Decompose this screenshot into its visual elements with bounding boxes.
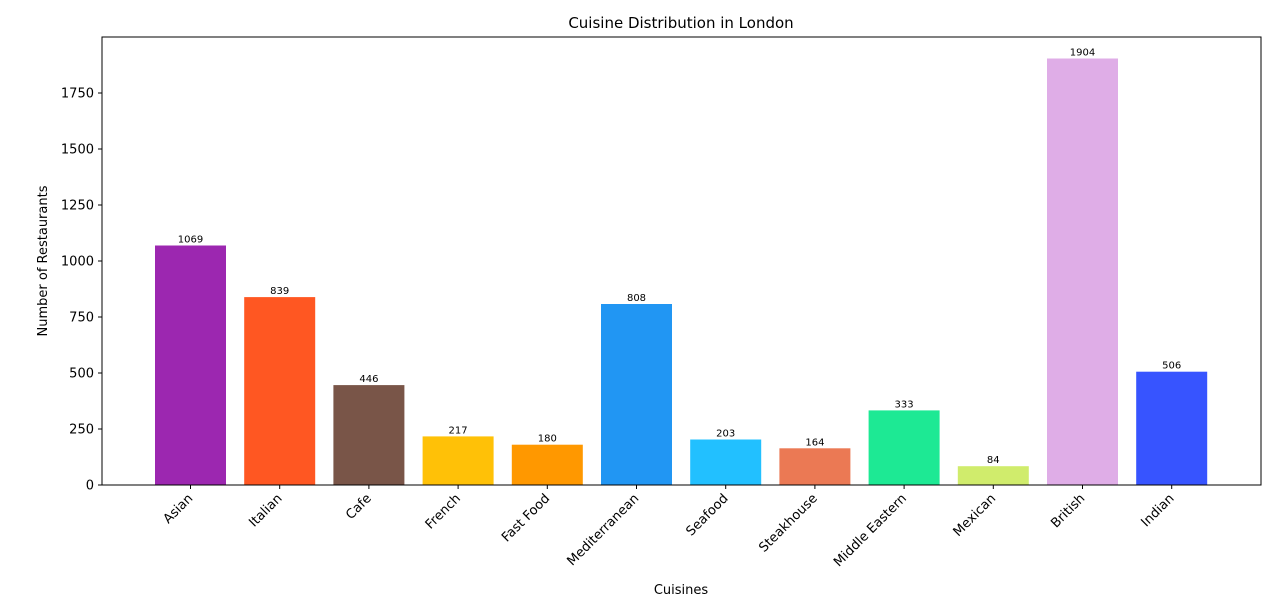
data-label: 180 [538,434,557,445]
y-tick-label: 1500 [61,143,94,158]
data-label: 203 [716,429,735,440]
y-tick-label: 250 [69,423,94,438]
bar-mexican [957,466,1029,485]
data-label: 1069 [178,235,203,246]
x-tick-label: British [1048,491,1088,531]
plot-area-frame [101,36,1262,486]
y-tick-label: 500 [69,367,94,382]
x-axis-label: Cuisines [654,583,709,598]
y-tick-label: 1250 [61,199,94,214]
data-label: 446 [359,374,378,385]
data-label: 808 [627,293,646,304]
data-label: 84 [987,455,1000,466]
bars-group: 1069 839 446 217 180 808 203 164 333 84 1904 506 [155,48,1208,485]
bar-steakhouse [779,448,851,485]
bar-seafood [690,439,762,485]
y-axis: 0 250 500 750 1000 1250 1500 1750 [61,87,102,494]
bar-indian [1136,371,1208,485]
x-tick-label: Asian [161,491,197,527]
x-tick-label: French [423,491,464,532]
x-tick-label: Mediterranean [565,491,643,569]
data-label: 217 [449,425,468,436]
x-tick-label: Cafe [343,491,375,523]
y-tick-label: 750 [69,311,94,326]
x-axis: Asian Italian Cafe French Fast Food Mediterra… [161,485,1178,570]
y-axis-label: Number of Restaurants [36,185,51,336]
bar-italian [244,297,316,485]
x-tick-label: Seafood [683,491,731,539]
data-label: 839 [270,286,289,297]
bar-mediterranean [601,304,672,485]
data-label: 164 [805,437,824,448]
chart-title: Cuisine Distribution in London [568,14,793,32]
data-label: 1904 [1070,48,1095,59]
bar-fast-food [511,444,583,485]
data-label: 506 [1162,361,1181,372]
bar-asian [155,245,226,485]
bar-cafe [333,385,405,485]
bar-french [422,436,494,485]
bar-british [1047,58,1118,485]
x-tick-label: Steakhouse [756,491,820,555]
x-tick-label: Fast Food [499,491,553,545]
x-tick-label: Mexican [951,491,1000,540]
data-label: 333 [895,399,914,410]
x-tick-label: Middle Eastern [831,491,910,570]
y-tick-label: 1000 [61,255,94,270]
x-tick-label: Indian [1139,491,1178,530]
x-tick-label: Italian [246,491,285,530]
y-tick-label: 1750 [61,87,94,102]
y-tick-label: 0 [86,479,94,494]
bar-middle-eastern [868,410,940,485]
